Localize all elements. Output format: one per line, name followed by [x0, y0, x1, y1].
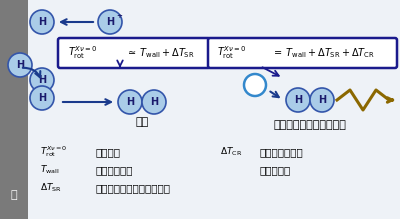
Text: H: H — [38, 93, 46, 103]
Text: 壁: 壁 — [11, 190, 17, 200]
Text: $\Delta T_{\rm SR}$: $\Delta T_{\rm SR}$ — [40, 182, 62, 194]
Text: H: H — [38, 75, 46, 85]
Circle shape — [310, 88, 334, 112]
Text: による昇温: による昇温 — [260, 165, 291, 175]
Text: $T_{\rm rot}^{X\nu=0}$: $T_{\rm rot}^{X\nu=0}$ — [40, 145, 67, 159]
Text: $T_{\rm rot}^{X\nu=0}$: $T_{\rm rot}^{X\nu=0}$ — [217, 45, 246, 61]
Text: H: H — [126, 97, 134, 107]
Text: 脱離: 脱離 — [135, 117, 149, 127]
Circle shape — [142, 90, 166, 114]
Text: 衝突ふく射過程: 衝突ふく射過程 — [260, 147, 304, 157]
Circle shape — [30, 10, 54, 34]
Bar — [0, 0, 28, 219]
Text: H: H — [106, 17, 114, 27]
Text: H: H — [318, 95, 326, 105]
Text: +: + — [116, 13, 122, 19]
Circle shape — [8, 53, 32, 77]
Text: 表面からの脱離に伴う昇温: 表面からの脱離に伴う昇温 — [95, 183, 170, 193]
Text: 壁の表面温度: 壁の表面温度 — [95, 165, 132, 175]
Text: 回転温度: 回転温度 — [95, 147, 120, 157]
Text: H: H — [294, 95, 302, 105]
Text: $T_{\rm rot}^{X\nu=0}$: $T_{\rm rot}^{X\nu=0}$ — [68, 45, 98, 61]
Text: H: H — [150, 97, 158, 107]
Text: $T_{\rm wall}$: $T_{\rm wall}$ — [40, 164, 60, 176]
Text: H: H — [38, 17, 46, 27]
Circle shape — [286, 88, 310, 112]
Text: プラズマ中の衝突、発光: プラズマ中の衝突、発光 — [274, 120, 346, 130]
Text: $\Delta T_{\rm CR}$: $\Delta T_{\rm CR}$ — [220, 146, 242, 158]
Circle shape — [244, 74, 266, 96]
Text: H: H — [16, 60, 24, 70]
Circle shape — [30, 68, 54, 92]
Circle shape — [118, 90, 142, 114]
Text: $=\,T_{\rm wall}+\Delta T_{\rm SR}+\Delta T_{\rm CR}$: $=\,T_{\rm wall}+\Delta T_{\rm SR}+\Delt… — [272, 46, 375, 60]
Circle shape — [30, 86, 54, 110]
Circle shape — [98, 10, 122, 34]
Text: $\simeq\,T_{\rm wall}+\Delta T_{\rm SR}$: $\simeq\,T_{\rm wall}+\Delta T_{\rm SR}$ — [126, 46, 195, 60]
FancyBboxPatch shape — [58, 38, 210, 68]
FancyBboxPatch shape — [208, 38, 397, 68]
